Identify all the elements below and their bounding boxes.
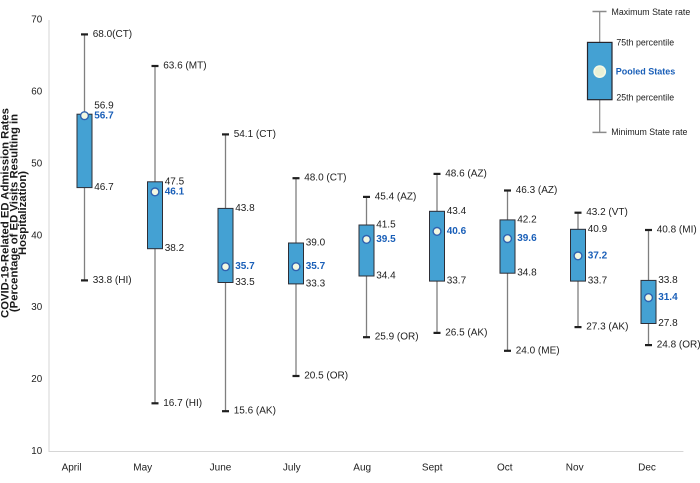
svg-text:33.3: 33.3	[306, 278, 326, 289]
svg-text:37.2: 37.2	[588, 250, 608, 261]
svg-text:41.5: 41.5	[376, 220, 396, 231]
svg-text:46.1: 46.1	[165, 186, 185, 197]
svg-text:24.8 (OR): 24.8 (OR)	[657, 340, 700, 351]
svg-text:70: 70	[31, 15, 42, 26]
svg-text:60: 60	[31, 86, 42, 97]
svg-text:75th percentile: 75th percentile	[616, 38, 674, 48]
svg-text:46.3 (AZ): 46.3 (AZ)	[516, 185, 558, 196]
svg-text:39.6: 39.6	[517, 233, 537, 244]
svg-text:July: July	[283, 463, 301, 474]
svg-text:COVID-19-Related ED Admission: COVID-19-Related ED Admission Rates(Perc…	[0, 108, 29, 318]
svg-text:27.3 (AK): 27.3 (AK)	[586, 322, 628, 333]
svg-text:24.0 (ME): 24.0 (ME)	[516, 345, 560, 356]
svg-text:50: 50	[31, 158, 42, 169]
svg-text:Sept: Sept	[422, 463, 443, 474]
svg-text:Aug: Aug	[353, 463, 371, 474]
svg-text:40.9: 40.9	[588, 224, 608, 235]
svg-text:39.0: 39.0	[306, 238, 326, 249]
svg-text:Minimum State rate: Minimum State rate	[611, 127, 687, 137]
svg-text:June: June	[210, 463, 232, 474]
svg-text:30: 30	[31, 302, 42, 313]
svg-text:63.6 (MT): 63.6 (MT)	[163, 61, 206, 72]
svg-text:26.5 (AK): 26.5 (AK)	[445, 327, 487, 338]
svg-text:68.0(CT): 68.0(CT)	[93, 29, 132, 40]
svg-text:47.5: 47.5	[165, 176, 185, 187]
svg-text:56.9: 56.9	[94, 101, 114, 112]
svg-text:40.6: 40.6	[447, 226, 467, 237]
svg-text:34.4: 34.4	[376, 271, 396, 282]
svg-text:Nov: Nov	[566, 463, 584, 474]
svg-text:34.8: 34.8	[517, 268, 537, 279]
svg-text:Maximum State rate: Maximum State rate	[612, 7, 691, 17]
svg-text:43.4: 43.4	[447, 206, 467, 217]
svg-text:20: 20	[31, 374, 42, 385]
svg-text:May: May	[133, 463, 152, 474]
svg-text:33.5: 33.5	[235, 277, 255, 288]
svg-text:56.7: 56.7	[94, 111, 114, 122]
svg-text:33.8 (HI): 33.8 (HI)	[93, 275, 132, 286]
svg-text:27.8: 27.8	[658, 318, 678, 329]
svg-text:39.5: 39.5	[376, 234, 396, 245]
svg-text:33.7: 33.7	[588, 276, 608, 287]
svg-text:15.6 (AK): 15.6 (AK)	[234, 406, 276, 417]
svg-text:54.1 (CT): 54.1 (CT)	[234, 129, 276, 140]
svg-text:25th percentile: 25th percentile	[616, 93, 674, 103]
svg-text:43.2 (VT): 43.2 (VT)	[586, 207, 628, 218]
svg-text:20.5 (OR): 20.5 (OR)	[304, 371, 348, 382]
svg-text:38.2: 38.2	[165, 243, 185, 254]
svg-text:Dec: Dec	[638, 463, 656, 474]
svg-text:16.7 (HI): 16.7 (HI)	[163, 398, 202, 409]
svg-text:Pooled States: Pooled States	[616, 67, 676, 77]
svg-text:45.4 (AZ): 45.4 (AZ)	[375, 191, 417, 202]
svg-text:April: April	[62, 463, 82, 474]
svg-text:48.6 (AZ): 48.6 (AZ)	[445, 168, 487, 179]
svg-text:40: 40	[31, 230, 42, 241]
svg-text:42.2: 42.2	[517, 214, 537, 225]
svg-text:25.9 (OR): 25.9 (OR)	[375, 332, 419, 343]
svg-text:33.8: 33.8	[658, 275, 678, 286]
svg-text:40.8 (MI): 40.8 (MI)	[657, 225, 697, 236]
svg-text:33.7: 33.7	[447, 276, 467, 287]
svg-text:35.7: 35.7	[235, 261, 255, 272]
svg-text:10: 10	[31, 446, 42, 457]
svg-text:31.4: 31.4	[658, 292, 678, 303]
svg-text:Oct: Oct	[497, 463, 513, 474]
svg-text:48.0 (CT): 48.0 (CT)	[304, 173, 346, 184]
svg-text:43.8: 43.8	[235, 203, 255, 214]
svg-text:35.7: 35.7	[306, 261, 326, 272]
svg-text:46.7: 46.7	[94, 182, 114, 193]
